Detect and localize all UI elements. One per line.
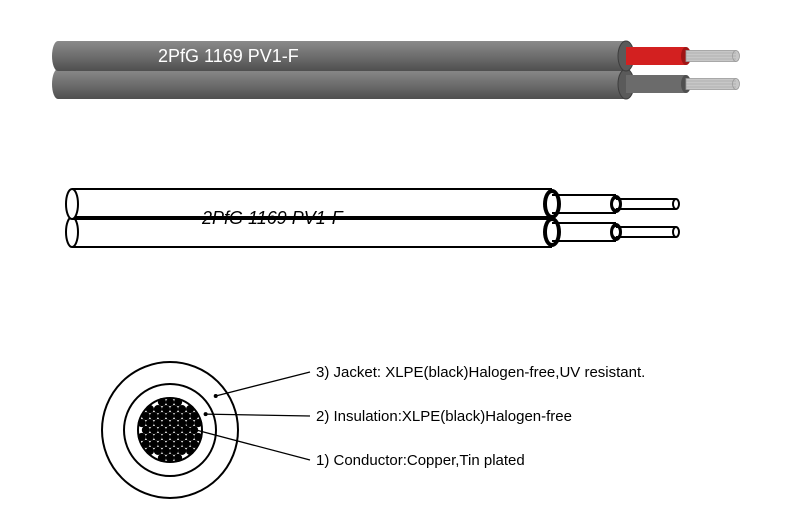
callout-conductor: 1) Conductor:Copper,Tin plated (316, 452, 525, 469)
lineart-cable: 2PfG 1169 PV1-F (66, 189, 679, 247)
callout-leader (216, 372, 310, 396)
lineart-cable-label: 2PfG 1169 PV1-F (201, 208, 344, 228)
callout-insulation: 2) Insulation:XLPE(black)Halogen-free (316, 408, 572, 425)
colored-cable: 2PfG 1169 PV1-F (52, 41, 740, 99)
callout-jacket: 3) Jacket: XLPE(black)Halogen-free,UV re… (316, 364, 645, 381)
diagram-stage: 2PfG 1169 PV1-F 2PfG 1169 PV1-F 3) Jacket:… (0, 0, 800, 527)
colored-cable-label: 2PfG 1169 PV1-F (158, 46, 299, 66)
cross-section: 3) Jacket: XLPE(black)Halogen-free,UV re… (102, 362, 645, 498)
